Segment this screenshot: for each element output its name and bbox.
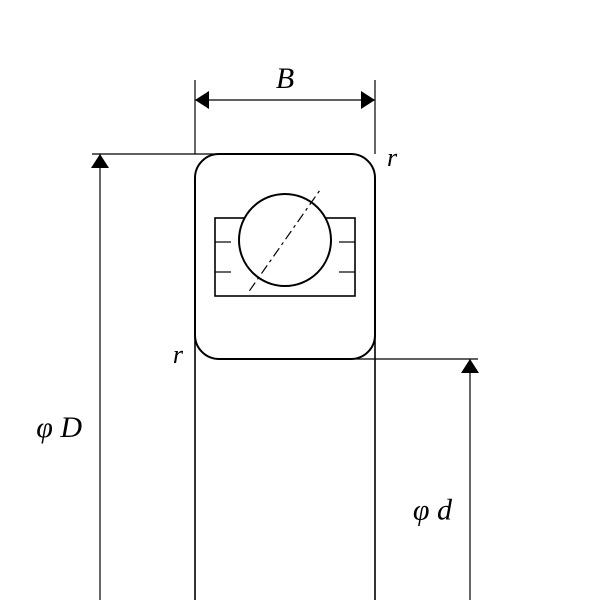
label-D: φ D xyxy=(36,411,82,444)
label-B: B xyxy=(276,62,294,95)
label-r-bottom: r xyxy=(173,340,184,369)
label-r-top: r xyxy=(387,143,398,172)
label-d: φ d xyxy=(413,494,453,527)
ball xyxy=(239,194,331,286)
